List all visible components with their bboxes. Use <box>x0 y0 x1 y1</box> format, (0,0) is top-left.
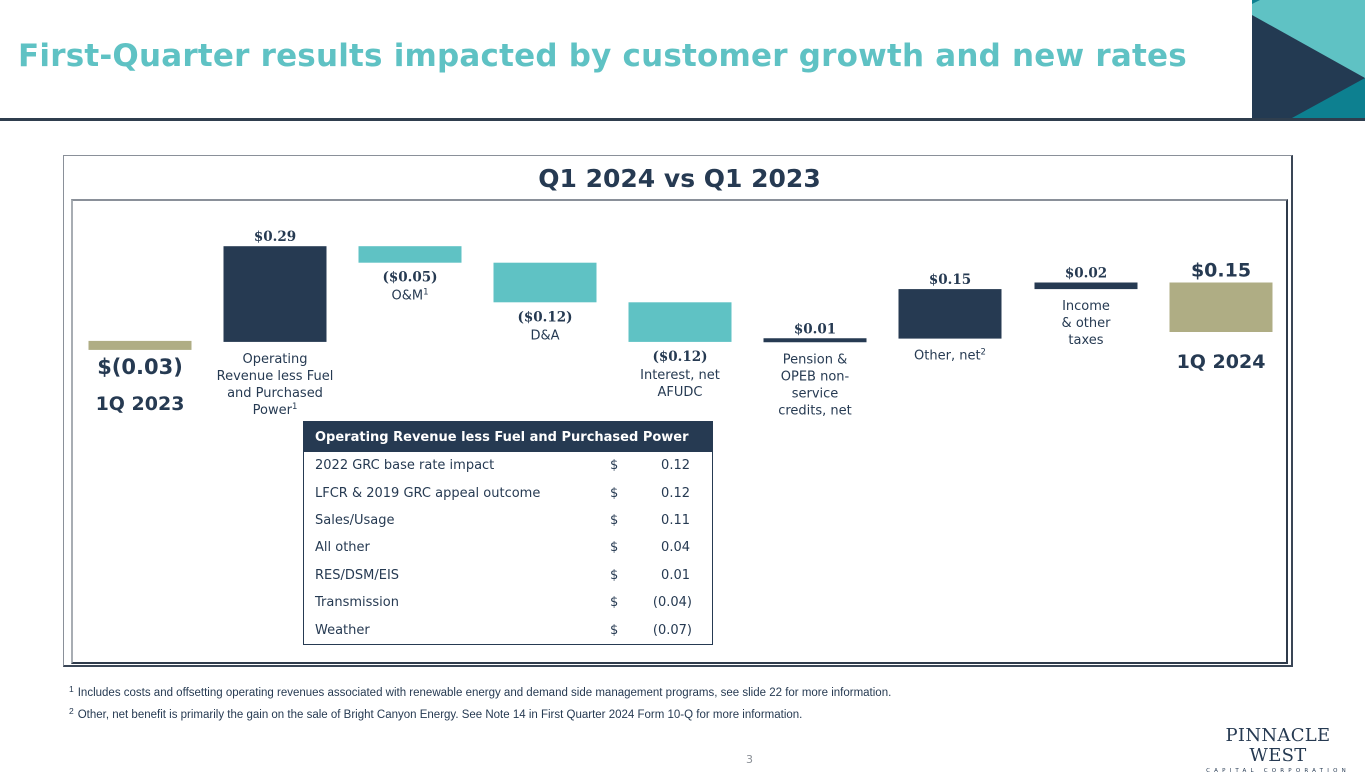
category-label-interest: Interest, net <box>640 368 720 383</box>
value-label-taxes: $0.02 <box>1065 266 1107 282</box>
chart-title: Q1 2024 vs Q1 2023 <box>0 164 1365 193</box>
row-amount: 0.11 <box>661 512 690 528</box>
category-label-taxes: Income <box>1062 299 1110 314</box>
value-label-oprev: $0.29 <box>254 229 296 245</box>
table-row: LFCR & 2019 GRC appeal outcome $0.12 <box>304 479 712 506</box>
table-row: Sales/Usage $0.11 <box>304 507 712 534</box>
category-label-other: Other, net2 <box>914 348 986 364</box>
corner-navy-shape <box>1252 15 1365 118</box>
corner-teal-bottom-shape <box>1292 78 1365 118</box>
corner-decoration <box>1252 0 1365 118</box>
category-label-pension: service <box>792 386 839 401</box>
table-row: All other $0.04 <box>304 534 712 561</box>
footnote-ref: 1 <box>423 288 428 298</box>
bar-interest <box>628 302 732 342</box>
logo-subtitle: CAPITAL CORPORATION <box>1206 768 1350 774</box>
bar-oprev <box>223 246 327 342</box>
row-amount: (0.04) <box>652 595 692 611</box>
table-row: Transmission $ (0.04) <box>304 589 712 616</box>
value-label-other: $0.15 <box>929 272 971 288</box>
category-label-pension: credits, net <box>778 403 852 418</box>
value-label-pension: $0.01 <box>794 321 836 337</box>
table-row: Weather $ (0.07) <box>304 616 712 643</box>
category-label-da: D&A <box>530 328 559 343</box>
row-amount: 0.01 <box>661 567 690 583</box>
chart-title-text: Q1 2024 vs Q1 2023 <box>538 164 821 193</box>
row-currency: $ <box>610 512 619 528</box>
footnotes: 1 Includes costs and offsetting operating… <box>69 681 891 724</box>
footnote-1: 1 Includes costs and offsetting operating… <box>69 681 891 703</box>
row-currency: $ <box>610 622 619 638</box>
category-label-oprev: and Purchased <box>227 386 323 401</box>
category-label-taxes: taxes <box>1068 333 1103 348</box>
row-item: LFCR & 2019 GRC appeal outcome <box>315 485 541 501</box>
bar-start <box>88 340 192 350</box>
row-item: Transmission <box>315 595 399 611</box>
logo-name: PINNACLE WEST <box>1225 725 1331 766</box>
bar-taxes <box>1034 282 1138 290</box>
page-number: 3 <box>746 753 753 766</box>
oprev-breakdown-table: Operating Revenue less Fuel and Purchase… <box>303 421 713 645</box>
value-label-da: ($0.12) <box>517 309 572 325</box>
row-currency: $ <box>610 595 619 611</box>
row-item: RES/DSM/EIS <box>315 567 400 583</box>
category-label-taxes: & other <box>1062 316 1112 331</box>
slide-title: First-Quarter results impacted by custom… <box>18 38 1187 74</box>
footnote-2: 2 Other, net benefit is primarily the gai… <box>69 703 891 725</box>
row-currency: $ <box>610 540 619 556</box>
row-item: Weather <box>315 622 370 638</box>
footnote-text: Other, net benefit is primarily the gain… <box>77 708 803 721</box>
row-currency: $ <box>610 485 619 501</box>
row-amount: (0.07) <box>652 622 692 638</box>
bar-da <box>493 262 597 303</box>
bar-om <box>358 246 462 263</box>
category-label-oprev: Operating <box>243 352 308 367</box>
chart-outer-frame <box>63 155 1293 667</box>
row-amount: 0.12 <box>661 485 690 501</box>
row-item: 2022 GRC base rate impact <box>315 458 495 474</box>
value-label-start: $(0.03) <box>97 355 183 379</box>
row-amount: 0.12 <box>661 458 690 474</box>
category-label-om: O&M1 <box>391 288 428 304</box>
table-body: 2022 GRC base rate impact $0.12 LFCR & 201… <box>304 452 712 644</box>
corner-teal-dark-shape <box>1252 0 1260 4</box>
row-currency: $ <box>610 458 619 474</box>
header-divider <box>0 118 1365 121</box>
row-item: All other <box>315 540 370 556</box>
row-currency: $ <box>610 567 619 583</box>
value-label-end: $0.15 <box>1191 260 1251 282</box>
category-label-interest: AFUDC <box>658 385 703 400</box>
chart-inner-frame <box>71 199 1288 664</box>
category-label-pension: Pension & <box>783 352 847 367</box>
table-row: 2022 GRC base rate impact $0.12 <box>304 452 712 479</box>
row-item: Sales/Usage <box>315 512 395 528</box>
category-label-start: 1Q 2023 <box>96 393 185 415</box>
company-logo: PINNACLE WEST CAPITAL CORPORATION <box>1203 726 1353 774</box>
footnote-ref: 1 <box>292 402 297 412</box>
category-label-end: 1Q 2024 <box>1177 351 1266 373</box>
category-label-oprev: Revenue less Fuel <box>217 369 334 384</box>
bar-end <box>1169 282 1273 332</box>
row-amount: 0.04 <box>661 540 690 556</box>
bar-other <box>898 289 1002 339</box>
footnote-text: Includes costs and offsetting operating … <box>77 687 892 699</box>
footnote-mark: 2 <box>69 705 74 716</box>
category-label-oprev: Power1 <box>253 402 298 418</box>
value-label-om: ($0.05) <box>382 270 437 286</box>
footnote-mark: 1 <box>69 684 74 694</box>
footnote-ref: 2 <box>981 348 986 358</box>
value-label-interest: ($0.12) <box>652 349 707 365</box>
table-header: Operating Revenue less Fuel and Purchase… <box>304 422 712 452</box>
bar-pension <box>763 338 867 343</box>
table-row: RES/DSM/EIS $0.01 <box>304 562 712 589</box>
category-label-pension: OPEB non- <box>781 369 850 384</box>
